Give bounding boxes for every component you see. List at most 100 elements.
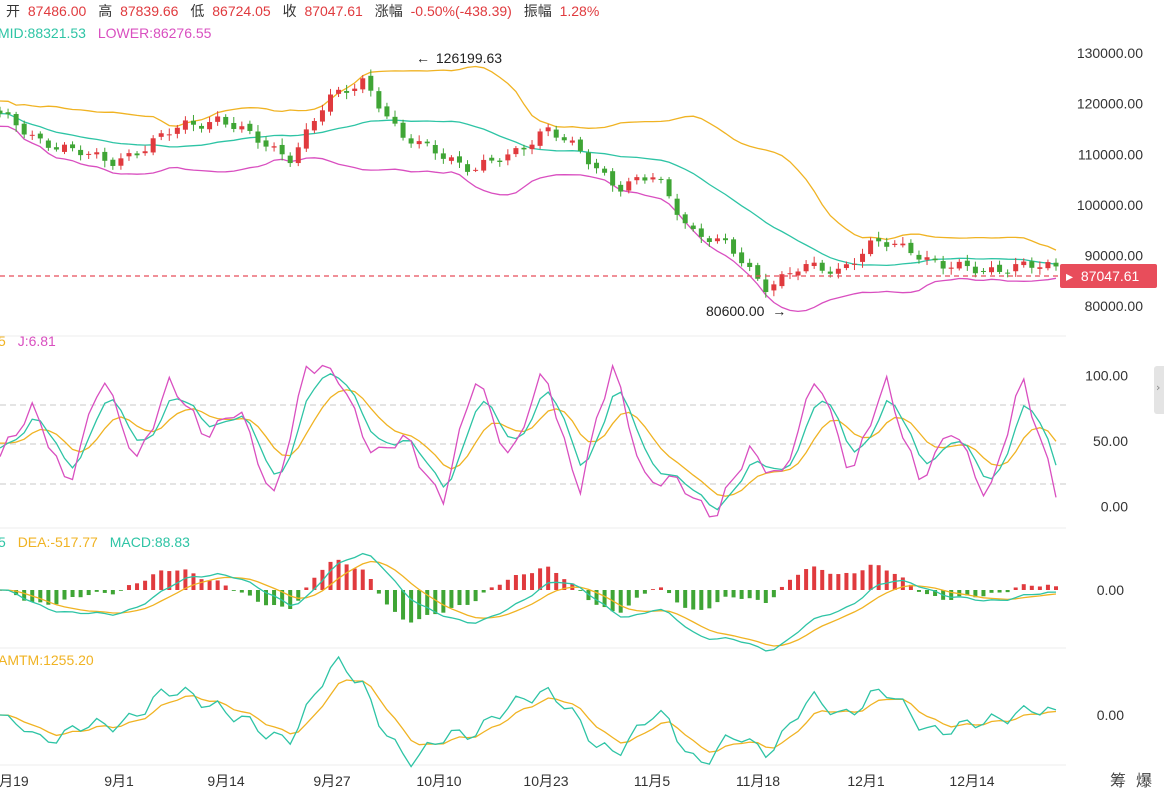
macd-bar — [328, 561, 333, 590]
macd-bar — [223, 585, 228, 590]
macd-bar — [14, 590, 19, 596]
candle — [465, 160, 471, 176]
low-label: 低 — [190, 3, 204, 19]
macd-bar — [723, 590, 728, 597]
candle — [1005, 269, 1011, 278]
boll-lower-value: LOWER:86276.55 — [98, 25, 212, 41]
macd-bar — [1013, 587, 1018, 590]
candle — [61, 142, 67, 155]
candle — [747, 258, 753, 272]
macd-bar — [207, 580, 212, 590]
macd-bar — [433, 590, 438, 615]
candle — [215, 111, 221, 126]
candle — [344, 84, 350, 100]
price-tick-label: 80000.00 — [1085, 298, 1144, 314]
candle — [924, 250, 930, 266]
candle — [755, 262, 761, 281]
candle — [900, 237, 906, 248]
time-tick-label: 9月1 — [104, 773, 134, 789]
macd-bar — [1045, 584, 1050, 590]
macd-bar — [731, 590, 736, 598]
candle — [1045, 259, 1051, 271]
macd-bar — [102, 590, 107, 593]
mtm-header: AMTM:1255.20 — [0, 652, 94, 668]
macd-bar — [247, 590, 252, 596]
candle — [328, 88, 334, 116]
candle — [53, 142, 59, 152]
macd-bar — [473, 590, 478, 602]
macd-bar — [554, 572, 559, 590]
candle — [295, 142, 301, 167]
macd-bar — [376, 590, 381, 594]
candle — [851, 258, 857, 271]
liquidation-icon[interactable]: 爆 — [1136, 771, 1152, 790]
candle — [948, 261, 954, 275]
macd-bar — [626, 590, 631, 606]
candle — [13, 111, 19, 132]
svg-text:开 87486.00 高: 开 87486.00 高 87839.66 低 86724.05 收 87047… — [6, 3, 599, 19]
macd-bar — [691, 590, 696, 610]
macd-bar — [70, 590, 75, 597]
candle — [610, 168, 616, 192]
macd-bar — [110, 590, 115, 595]
macd-bar — [650, 589, 655, 590]
current-price-value: 87047.61 — [1081, 268, 1140, 284]
candle — [997, 260, 1003, 275]
boll-header: MID:88321.53 LOWER:86276.55 — [0, 25, 212, 41]
low-annotation-value: 80600.00 — [706, 303, 765, 319]
macd-bar — [739, 590, 744, 599]
macd-bar — [675, 590, 680, 603]
candle — [21, 120, 27, 139]
macd-bar — [1029, 585, 1034, 590]
candle — [400, 119, 406, 141]
candle — [722, 233, 728, 244]
svg-text:5 DEA:-517.77: 5 DEA:-517.77 MACD:88.83 — [0, 534, 190, 550]
macd-bar — [546, 566, 551, 590]
kdj-j-line — [0, 363, 1057, 518]
macd-bar — [521, 574, 526, 590]
macd-bar — [618, 590, 623, 613]
candle — [497, 158, 503, 167]
macd-bar — [46, 590, 51, 605]
boll-mid-value: MID:88321.53 — [0, 25, 86, 41]
svg-text:80600.00 →: 80600.00 → — [706, 303, 786, 319]
macd-bar — [199, 579, 204, 590]
current-price-tag[interactable]: ▸ 87047.61 — [1060, 264, 1157, 288]
candle — [37, 131, 43, 144]
side-panel-handle[interactable]: › — [1154, 366, 1164, 414]
macd-bar — [151, 574, 156, 590]
candle — [158, 130, 164, 141]
chip-distribution-icon[interactable]: 筹 — [1110, 772, 1126, 790]
macd-bar — [94, 590, 99, 592]
macd-bar — [779, 586, 784, 590]
candle — [868, 237, 874, 257]
macd-bar — [384, 590, 389, 605]
macd-bar — [828, 573, 833, 590]
kdj-header: 5 J:6.81 — [0, 333, 56, 349]
macd-bar — [191, 573, 196, 590]
candle — [336, 86, 342, 98]
candle — [843, 261, 849, 271]
macd-bar — [368, 578, 373, 590]
macd-bar — [659, 587, 664, 590]
candle — [803, 260, 809, 274]
candle — [674, 193, 680, 221]
candle — [432, 140, 438, 160]
low-annotation: 80600.00 → — [706, 303, 786, 319]
kdj-k-line — [0, 373, 1057, 511]
macd-bar — [264, 590, 269, 606]
candle — [94, 148, 100, 159]
candle — [70, 141, 76, 152]
macd-bar — [352, 568, 357, 590]
price-y-axis: 130000.00 120000.00 110000.00 100000.00 9000… — [1077, 45, 1143, 314]
macd-bar — [288, 590, 293, 610]
candle — [448, 155, 454, 165]
candle — [207, 116, 213, 133]
macd-bar — [997, 590, 1002, 593]
amtm-line — [0, 679, 1057, 753]
candle — [529, 140, 535, 155]
candle — [271, 142, 277, 152]
candle — [714, 234, 720, 244]
candle — [239, 121, 245, 133]
